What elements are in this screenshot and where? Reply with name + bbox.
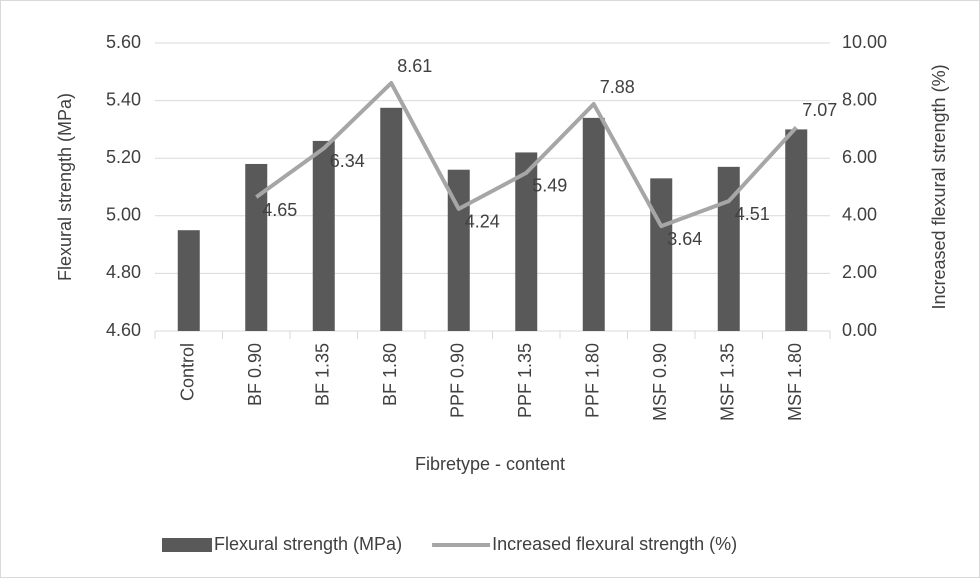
y2-tick-label: 10.00 — [842, 32, 887, 52]
x-tick-label: PPF 0.90 — [448, 343, 468, 418]
data-label: 5.49 — [532, 176, 567, 196]
bar — [650, 178, 673, 331]
data-label: 7.07 — [802, 100, 837, 120]
bar — [785, 129, 808, 331]
y-tick-label: 5.00 — [106, 205, 141, 225]
x-tick-label: PPF 1.80 — [583, 343, 603, 418]
bar — [245, 163, 268, 331]
y-tick-label: 5.40 — [106, 89, 141, 109]
x-tick-label: Control — [178, 343, 198, 401]
bar — [380, 107, 403, 331]
bar — [515, 152, 538, 331]
x-tick-label: BF 0.90 — [245, 343, 265, 406]
bar — [717, 166, 740, 331]
y-tick-label: 5.60 — [106, 32, 141, 52]
data-label: 6.34 — [330, 151, 365, 171]
legend-label: Flexural strength (MPa) — [214, 534, 402, 554]
data-label: 7.88 — [600, 77, 635, 97]
y2-tick-label: 4.00 — [842, 205, 877, 225]
data-label: 8.61 — [397, 56, 432, 76]
y2-tick-label: 8.00 — [842, 89, 877, 109]
y2-tick-label: 2.00 — [842, 262, 877, 282]
data-label: 4.51 — [735, 204, 770, 224]
line — [255, 81, 798, 229]
x-axis-title: Fibretype - content — [415, 454, 565, 474]
y2-tick-label: 6.00 — [842, 147, 877, 167]
y-tick-label: 5.20 — [106, 147, 141, 167]
bar — [447, 169, 470, 331]
y2-tick-label: 0.00 — [842, 320, 877, 340]
x-tick-label: PPF 1.35 — [515, 343, 535, 418]
bar — [312, 140, 335, 331]
data-label: 4.65 — [262, 200, 297, 220]
x-tick-label: BF 1.80 — [380, 343, 400, 406]
x-tick-label: MSF 1.35 — [718, 343, 738, 421]
x-tick-label: BF 1.35 — [313, 343, 333, 406]
y-tick-label: 4.60 — [106, 320, 141, 340]
legend-label: Increased flexural strength (%) — [492, 534, 737, 554]
x-tick-label: MSF 1.80 — [785, 343, 805, 421]
bar — [177, 230, 200, 331]
data-label: 4.24 — [465, 212, 500, 232]
x-tick-label: MSF 0.90 — [650, 343, 670, 421]
data-label: 3.64 — [667, 229, 702, 249]
legend-swatch — [162, 538, 212, 552]
bar — [582, 117, 605, 331]
y-axis-title: Flexural strength (MPa) — [55, 93, 75, 281]
y2-axis-title: Increased flexural strength (%) — [929, 64, 949, 309]
y-tick-label: 4.80 — [106, 262, 141, 282]
